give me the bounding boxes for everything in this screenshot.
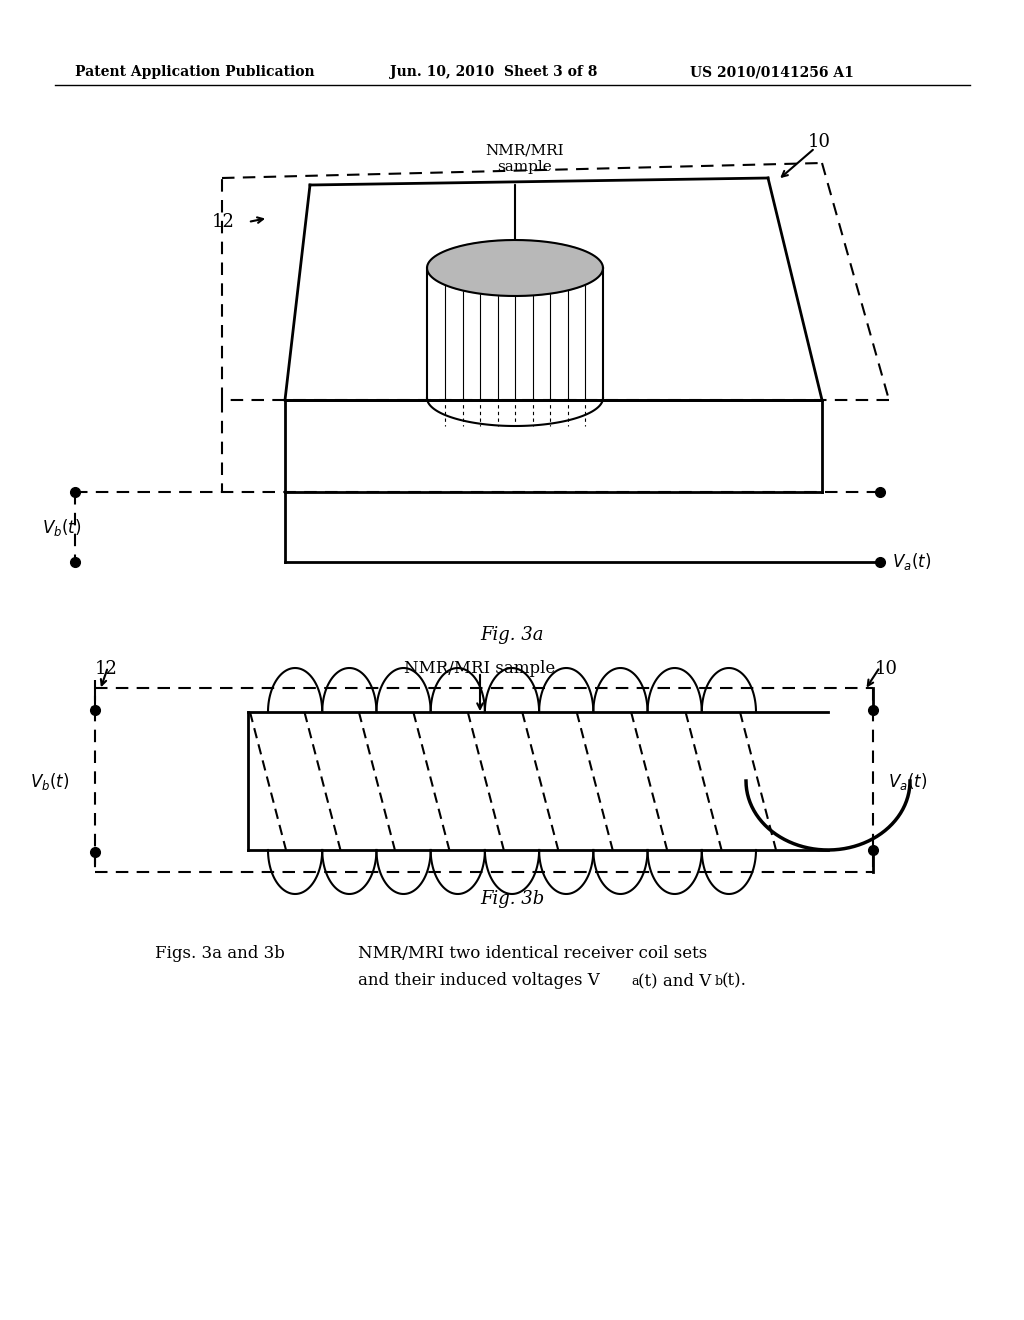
Text: (t) and V: (t) and V (638, 972, 712, 989)
Text: Figs. 3a and 3b: Figs. 3a and 3b (155, 945, 285, 962)
Text: $V_b(t)$: $V_b(t)$ (30, 771, 70, 792)
Text: NMR/MRI: NMR/MRI (485, 143, 564, 157)
Text: $V_b(t)$: $V_b(t)$ (42, 516, 81, 537)
Text: b: b (715, 975, 723, 987)
Text: sample: sample (498, 160, 552, 174)
Text: 10: 10 (808, 133, 831, 150)
Text: Fig. 3b: Fig. 3b (480, 890, 544, 908)
Text: Patent Application Publication: Patent Application Publication (75, 65, 314, 79)
Text: US 2010/0141256 A1: US 2010/0141256 A1 (690, 65, 854, 79)
Polygon shape (427, 240, 603, 296)
Text: 12: 12 (95, 660, 118, 678)
Text: Fig. 3a: Fig. 3a (480, 626, 544, 644)
Text: 12: 12 (212, 213, 234, 231)
Text: 10: 10 (874, 660, 898, 678)
Text: $V_a(t)$: $V_a(t)$ (888, 771, 927, 792)
Text: NMR/MRI two identical receiver coil sets: NMR/MRI two identical receiver coil sets (358, 945, 708, 962)
Text: Jun. 10, 2010  Sheet 3 of 8: Jun. 10, 2010 Sheet 3 of 8 (390, 65, 597, 79)
Text: (t).: (t). (722, 972, 746, 989)
Text: a: a (631, 975, 639, 987)
Text: NMR/MRI sample: NMR/MRI sample (404, 660, 556, 677)
Text: and their induced voltages V: and their induced voltages V (358, 972, 600, 989)
Text: $V_a(t)$: $V_a(t)$ (892, 552, 931, 573)
